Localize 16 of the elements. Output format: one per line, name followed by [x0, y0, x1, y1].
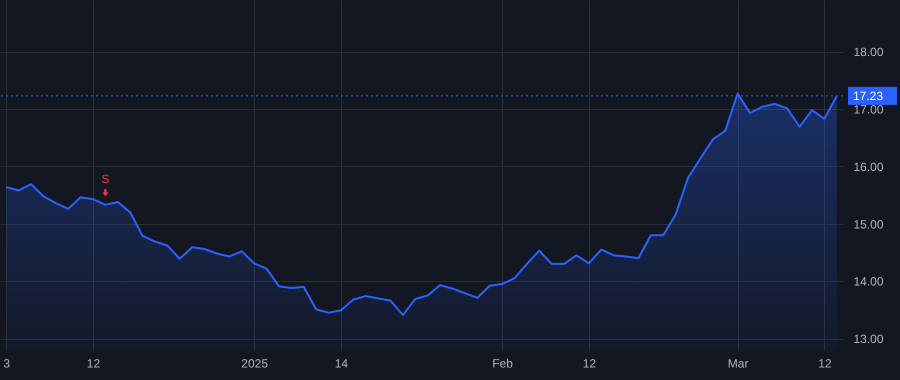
y-tick-label: 13.00: [854, 332, 884, 346]
x-tick-label: Feb: [492, 356, 514, 370]
annotation: S: [101, 172, 110, 186]
y-tick-label: 15.00: [854, 217, 884, 232]
x-tick-label: 3: [3, 356, 10, 370]
x-tick-label: Mar: [728, 356, 748, 370]
x-tick-label: 12: [582, 356, 596, 370]
y-tick-label: 14.00: [854, 274, 884, 289]
x-tick-label: 12: [818, 356, 832, 370]
x-tick-label: 12: [86, 356, 100, 370]
y-tick-label: 18.00: [854, 45, 884, 60]
y-tick-label: 17.00: [854, 102, 884, 117]
x-tick-label: 14: [334, 356, 348, 370]
y-tick-label: 16.00: [854, 160, 884, 174]
x-tick-label: 2025: [241, 356, 268, 370]
ref-line-label: 17.23: [853, 88, 884, 103]
